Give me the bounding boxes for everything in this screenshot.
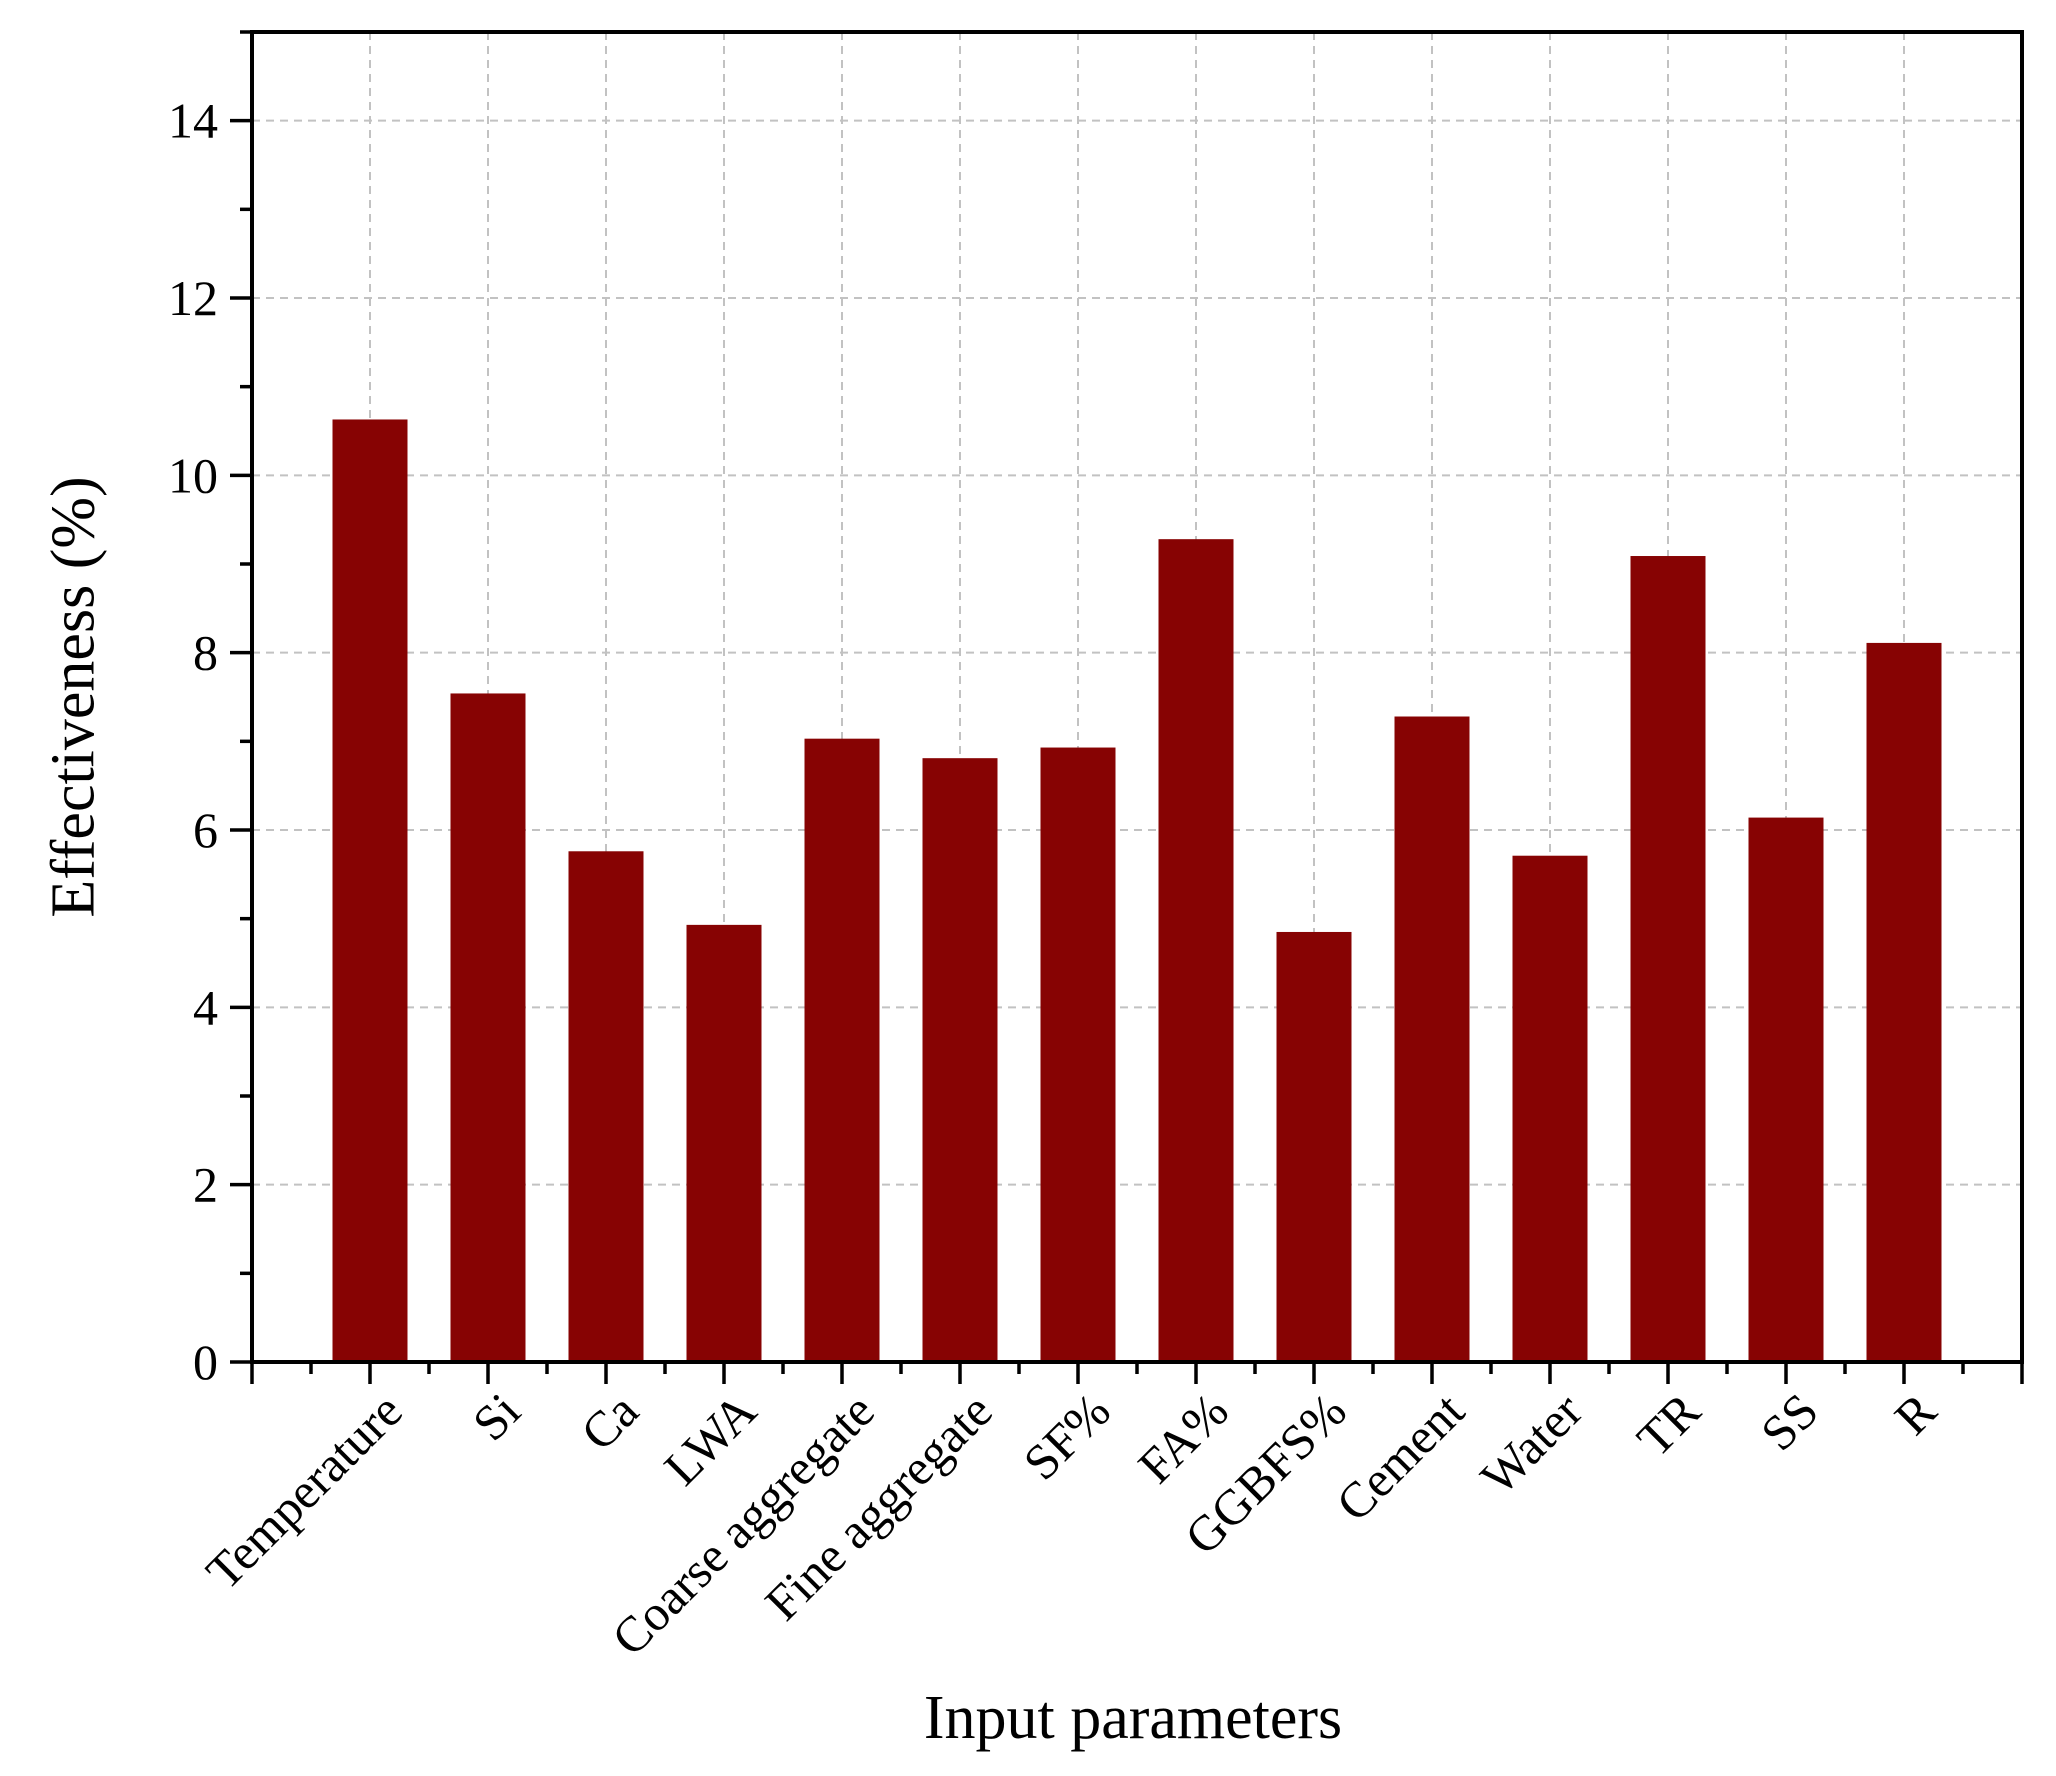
x-tick-label: Cement <box>1325 1382 1475 1532</box>
bar-r <box>1866 642 1942 1362</box>
bar-ca <box>568 851 644 1362</box>
bar-water <box>1512 855 1588 1362</box>
bar-sf- <box>1040 747 1116 1362</box>
bars <box>332 419 1942 1362</box>
x-tick-label: Temperature <box>195 1382 413 1600</box>
y-tick-label: 10 <box>168 447 218 503</box>
bar-si <box>450 693 526 1362</box>
x-tick-label: SF% <box>1012 1382 1120 1490</box>
bar-coarse-aggregate <box>804 738 880 1362</box>
x-tick-label: Si <box>462 1382 531 1451</box>
bar-temperature <box>332 419 408 1362</box>
x-axis-title: Input parameters <box>924 1684 1342 1752</box>
y-tick-labels: 0 2 4 6 8 10 12 14 <box>168 93 218 1390</box>
y-tick-label: 8 <box>193 625 218 681</box>
y-tick-label: 12 <box>168 270 218 326</box>
y-axis-title: Effectiveness (%) <box>40 476 108 917</box>
bar-fa- <box>1158 539 1234 1362</box>
x-tick-label: Water <box>1470 1382 1593 1505</box>
x-tick-label: TR <box>1626 1382 1711 1467</box>
x-tick-label: R <box>1884 1382 1948 1446</box>
axis-ticks <box>230 30 2024 1384</box>
bar-tr <box>1630 556 1706 1362</box>
x-tick-label: Ca <box>570 1382 649 1461</box>
bar-fine-aggregate <box>922 758 998 1362</box>
y-tick-label: 0 <box>193 1334 218 1390</box>
y-tick-label: 14 <box>168 93 218 149</box>
bar-ss <box>1748 817 1824 1362</box>
y-tick-label: 6 <box>193 802 218 858</box>
y-tick-label: 2 <box>193 1157 218 1213</box>
bar-ggbfs- <box>1276 931 1352 1362</box>
x-tick-label: SS <box>1750 1382 1829 1461</box>
bar-lwa <box>686 924 762 1362</box>
bar-cement <box>1394 716 1470 1362</box>
y-tick-label: 4 <box>193 979 218 1035</box>
